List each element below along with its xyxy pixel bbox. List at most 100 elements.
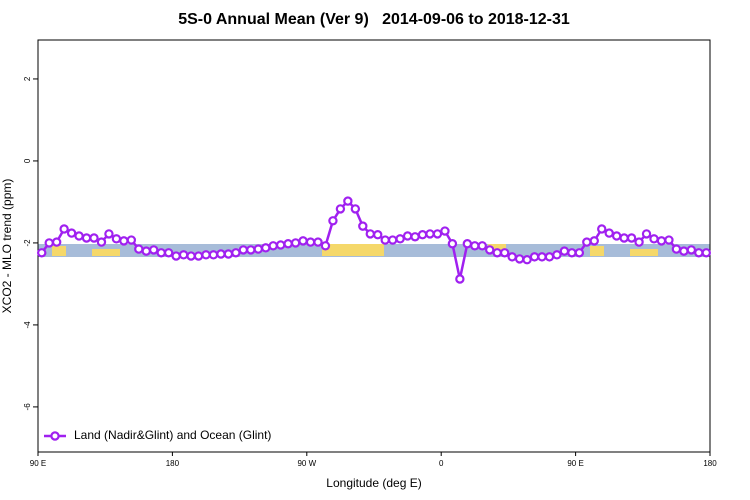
point bbox=[410, 232, 420, 242]
point bbox=[567, 248, 577, 258]
point bbox=[499, 248, 510, 258]
point bbox=[447, 239, 458, 249]
point bbox=[574, 248, 585, 258]
point bbox=[470, 241, 480, 251]
point bbox=[589, 236, 599, 246]
point bbox=[552, 250, 562, 260]
point bbox=[193, 251, 204, 261]
point bbox=[328, 216, 338, 226]
x-axis-label: Longitude (deg E) bbox=[326, 476, 421, 490]
point bbox=[649, 234, 659, 244]
point bbox=[216, 249, 226, 259]
point bbox=[141, 246, 151, 256]
point bbox=[679, 246, 689, 256]
point bbox=[37, 248, 47, 258]
land-patch bbox=[322, 244, 384, 256]
y-tick-label: -2 bbox=[23, 239, 32, 247]
point bbox=[634, 237, 644, 247]
point bbox=[126, 235, 137, 245]
point bbox=[51, 237, 62, 247]
y-tick-label: -6 bbox=[23, 403, 32, 411]
point bbox=[208, 250, 219, 260]
point bbox=[268, 241, 278, 251]
point bbox=[529, 252, 540, 262]
land-patch bbox=[488, 244, 506, 252]
legend-marker bbox=[50, 431, 60, 441]
y-tick-label: -4 bbox=[23, 321, 32, 329]
x-tick-label: 90 W bbox=[297, 459, 316, 468]
point bbox=[149, 245, 159, 255]
point bbox=[246, 245, 256, 255]
point bbox=[178, 250, 189, 260]
point bbox=[96, 237, 107, 247]
point bbox=[290, 238, 301, 248]
point bbox=[656, 236, 667, 246]
point bbox=[373, 230, 383, 240]
point bbox=[74, 231, 84, 241]
point bbox=[275, 240, 286, 250]
point bbox=[59, 224, 69, 234]
point bbox=[253, 244, 263, 254]
plot-frame bbox=[37, 39, 711, 453]
point bbox=[522, 255, 532, 265]
x-tick-label: 0 bbox=[439, 459, 444, 468]
point bbox=[171, 251, 181, 261]
point bbox=[298, 236, 308, 246]
land-patch bbox=[52, 246, 66, 256]
point bbox=[611, 231, 622, 241]
point bbox=[350, 204, 361, 214]
point bbox=[544, 252, 555, 262]
point bbox=[44, 238, 54, 248]
point bbox=[156, 248, 166, 258]
point bbox=[425, 229, 435, 239]
point bbox=[641, 229, 652, 239]
point bbox=[231, 248, 241, 258]
point bbox=[455, 274, 465, 284]
point bbox=[89, 233, 99, 243]
point bbox=[223, 249, 234, 259]
point bbox=[201, 250, 211, 260]
point bbox=[477, 241, 487, 251]
point bbox=[261, 243, 271, 253]
point bbox=[694, 248, 704, 258]
point bbox=[671, 244, 682, 254]
point bbox=[604, 228, 614, 238]
point bbox=[537, 252, 547, 262]
point bbox=[440, 226, 450, 236]
point bbox=[81, 233, 92, 243]
point bbox=[462, 239, 473, 249]
point bbox=[365, 229, 375, 239]
point bbox=[485, 245, 495, 255]
point bbox=[417, 230, 428, 240]
point bbox=[619, 233, 629, 243]
y-tick-label: 0 bbox=[23, 158, 32, 163]
point bbox=[320, 241, 331, 251]
x-tick-label: 180 bbox=[703, 459, 717, 468]
point bbox=[514, 254, 525, 264]
point bbox=[335, 204, 346, 214]
point bbox=[686, 245, 697, 255]
x-tick-label: 90 E bbox=[30, 459, 46, 468]
x-tick-label: 180 bbox=[166, 459, 180, 468]
point bbox=[134, 244, 144, 254]
point bbox=[507, 252, 517, 262]
point bbox=[186, 251, 196, 261]
point bbox=[664, 235, 674, 245]
y-axis-label: XCO2 - MLO trend (ppm) bbox=[0, 179, 14, 314]
point bbox=[597, 224, 607, 234]
land-patch bbox=[590, 246, 604, 256]
land-patch bbox=[92, 249, 120, 256]
point bbox=[283, 239, 293, 249]
point bbox=[313, 237, 323, 247]
point bbox=[626, 233, 637, 243]
point bbox=[358, 221, 368, 231]
point bbox=[163, 248, 174, 258]
land-patch bbox=[630, 249, 658, 256]
x-tick-label: 90 E bbox=[567, 459, 583, 468]
point bbox=[111, 234, 122, 244]
legend-label: Land (Nadir&Glint) and Ocean (Glint) bbox=[74, 428, 271, 442]
point bbox=[559, 246, 570, 256]
point bbox=[238, 245, 249, 255]
